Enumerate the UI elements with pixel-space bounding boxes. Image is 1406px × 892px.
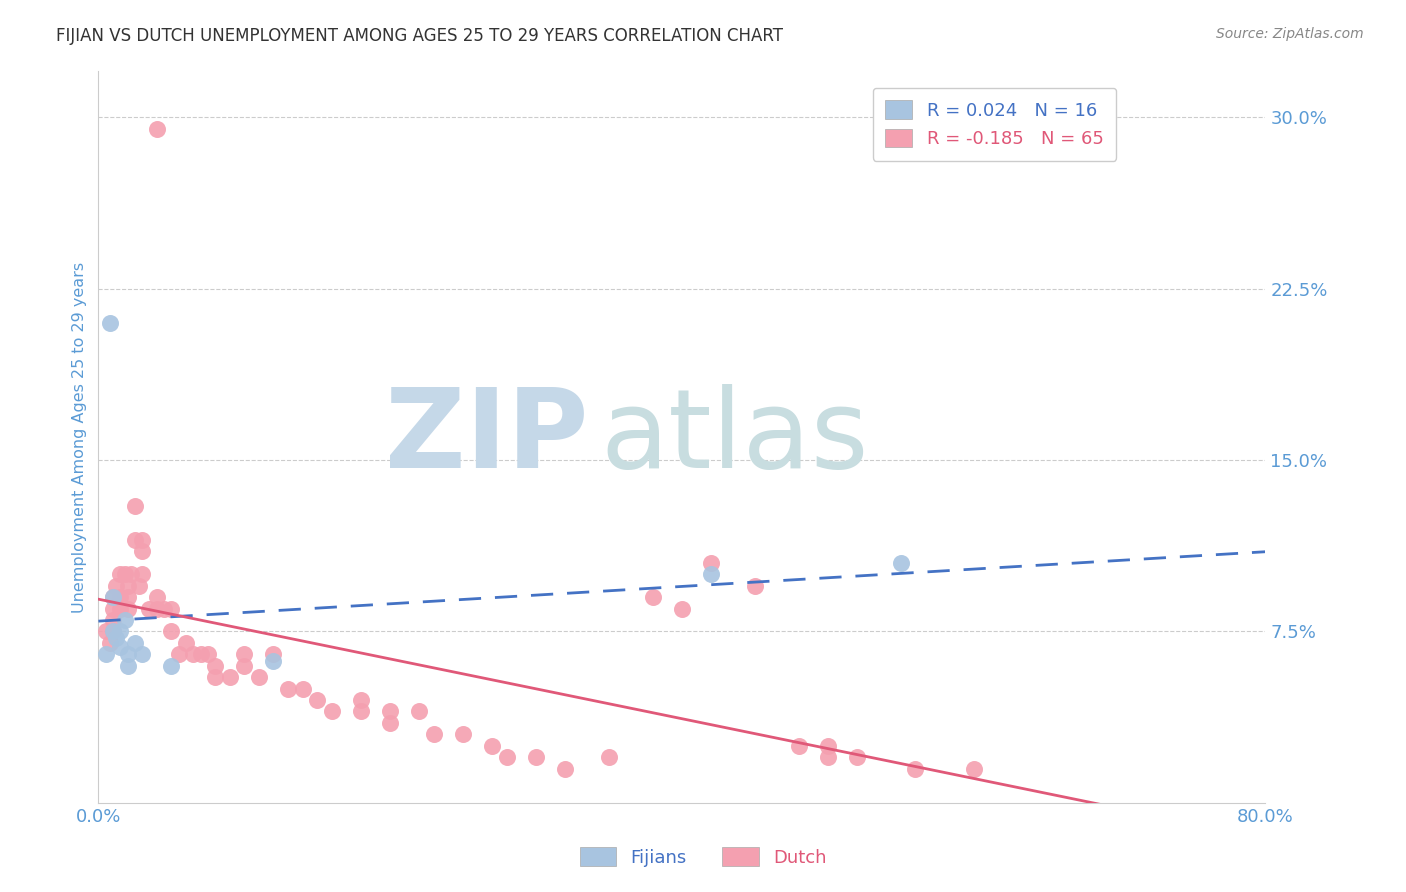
Point: [262, 647, 284, 661]
Point: [110, 590, 132, 604]
Point: [671, 601, 693, 615]
Point: [110, 624, 132, 639]
Point: [110, 567, 132, 582]
Point: [153, 601, 176, 615]
Point: [104, 632, 127, 646]
Point: [181, 647, 204, 661]
Point: [204, 670, 226, 684]
Point: [174, 636, 197, 650]
Point: [146, 601, 169, 615]
Point: [321, 705, 343, 719]
Point: [350, 705, 373, 719]
Point: [114, 613, 136, 627]
Point: [120, 567, 142, 582]
Legend: Fijians, Dutch: Fijians, Dutch: [572, 840, 834, 874]
Point: [101, 613, 124, 627]
Point: [277, 681, 299, 696]
Point: [233, 658, 256, 673]
Point: [700, 567, 723, 582]
Point: [146, 590, 169, 604]
Point: [817, 739, 839, 753]
Point: [160, 624, 183, 639]
Point: [114, 567, 136, 582]
Point: [128, 579, 150, 593]
Point: [117, 658, 139, 673]
Point: [131, 567, 153, 582]
Point: [846, 750, 869, 764]
Point: [117, 590, 139, 604]
Point: [787, 739, 810, 753]
Point: [110, 640, 132, 655]
Point: [423, 727, 446, 741]
Point: [481, 739, 503, 753]
Text: Source: ZipAtlas.com: Source: ZipAtlas.com: [1216, 27, 1364, 41]
Point: [350, 693, 373, 707]
Point: [104, 579, 127, 593]
Point: [554, 762, 576, 776]
Point: [101, 624, 124, 639]
Legend: R = 0.024   N = 16, R = -0.185   N = 65: R = 0.024 N = 16, R = -0.185 N = 65: [873, 87, 1116, 161]
Point: [380, 715, 402, 730]
Point: [138, 601, 160, 615]
Point: [131, 544, 153, 558]
Point: [124, 636, 146, 650]
Point: [380, 705, 402, 719]
Point: [131, 647, 153, 661]
Point: [496, 750, 519, 764]
Point: [160, 658, 183, 673]
Point: [117, 601, 139, 615]
Point: [98, 316, 121, 330]
Point: [98, 636, 121, 650]
Point: [160, 601, 183, 615]
Point: [197, 647, 219, 661]
Point: [110, 601, 132, 615]
Point: [291, 681, 314, 696]
Point: [641, 590, 664, 604]
Point: [101, 624, 124, 639]
Point: [204, 658, 226, 673]
Point: [598, 750, 620, 764]
Point: [131, 533, 153, 547]
Text: atlas: atlas: [600, 384, 869, 491]
Point: [124, 533, 146, 547]
Y-axis label: Unemployment Among Ages 25 to 29 years: Unemployment Among Ages 25 to 29 years: [72, 261, 87, 613]
Text: ZIP: ZIP: [385, 384, 589, 491]
Point: [408, 705, 430, 719]
Point: [524, 750, 547, 764]
Point: [904, 762, 927, 776]
Point: [101, 590, 124, 604]
Point: [117, 579, 139, 593]
Point: [94, 647, 117, 661]
Text: FIJIAN VS DUTCH UNEMPLOYMENT AMONG AGES 25 TO 29 YEARS CORRELATION CHART: FIJIAN VS DUTCH UNEMPLOYMENT AMONG AGES …: [56, 27, 783, 45]
Point: [962, 762, 984, 776]
Point: [451, 727, 474, 741]
Point: [307, 693, 329, 707]
Point: [101, 601, 124, 615]
Point: [146, 121, 169, 136]
Point: [190, 647, 212, 661]
Point: [101, 590, 124, 604]
Point: [117, 647, 139, 661]
Point: [262, 654, 284, 668]
Point: [94, 624, 117, 639]
Point: [247, 670, 270, 684]
Point: [167, 647, 190, 661]
Point: [218, 670, 240, 684]
Point: [124, 499, 146, 513]
Point: [744, 579, 766, 593]
Point: [890, 556, 912, 570]
Point: [233, 647, 256, 661]
Point: [817, 750, 839, 764]
Point: [700, 556, 723, 570]
